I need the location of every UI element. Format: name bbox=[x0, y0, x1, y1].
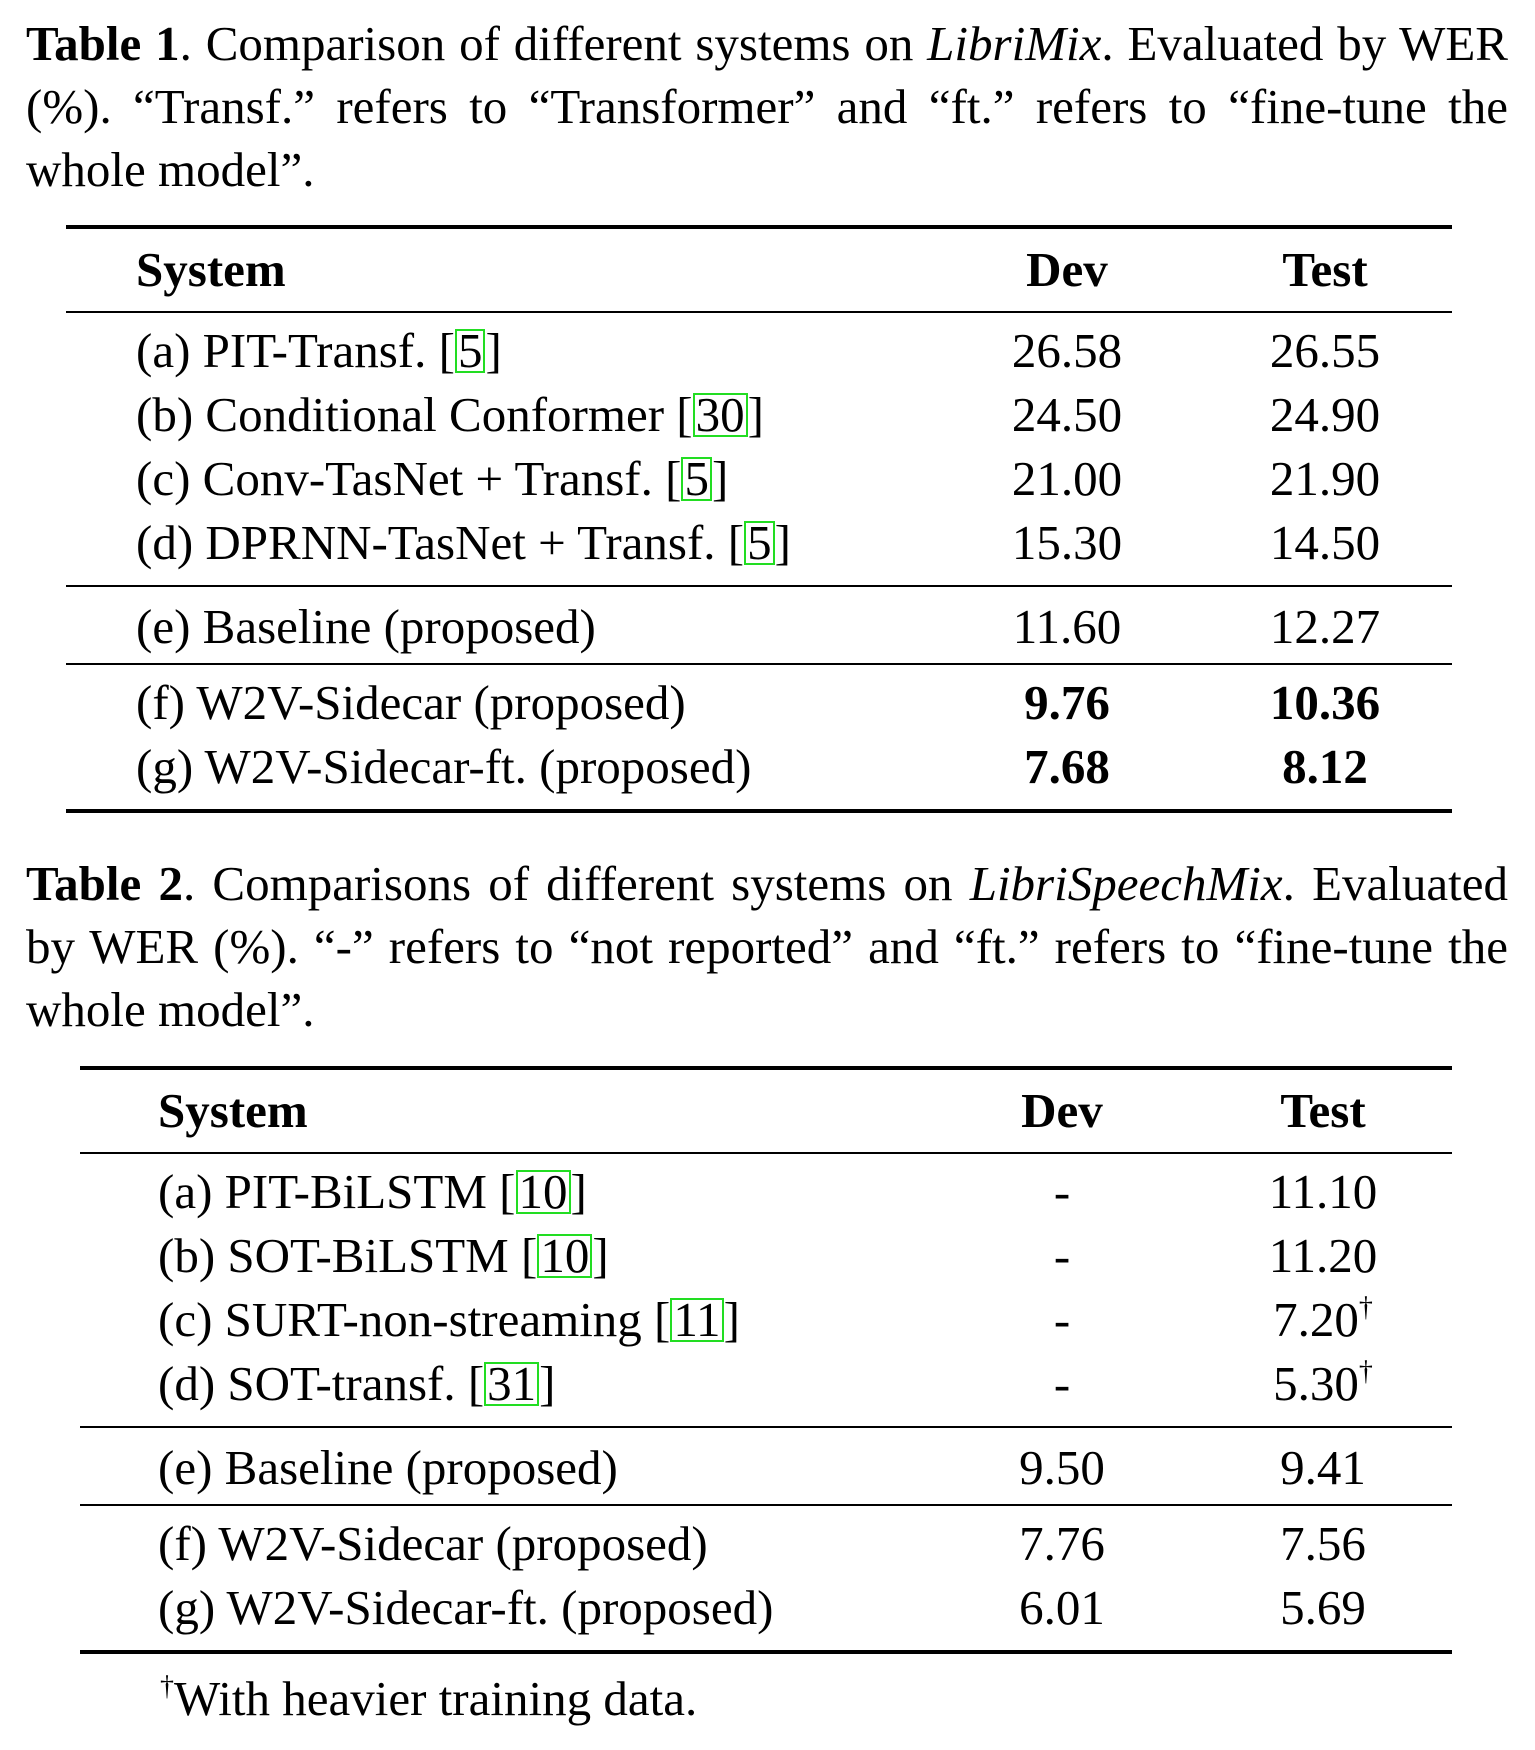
table2-row-e-test: 9.41 bbox=[1194, 1426, 1452, 1505]
table2-row-f-test: 7.56 bbox=[1194, 1504, 1452, 1576]
table1-row-g-test: 8.12 bbox=[1198, 735, 1452, 813]
table2-caption-dataset: LibriSpeechMix bbox=[969, 856, 1283, 911]
table-row: (c) Conv-TasNet + Transf. [5] 21.00 21.9… bbox=[66, 447, 1452, 511]
table1-row-e-test: 12.27 bbox=[1198, 585, 1452, 664]
dagger-mark: † bbox=[1358, 1292, 1373, 1323]
bracket: ] bbox=[570, 1164, 587, 1219]
bracket: ] bbox=[485, 323, 502, 378]
bracket: ] bbox=[592, 1228, 609, 1283]
table1-header-system: System bbox=[66, 225, 936, 313]
table2-row-a-dev: - bbox=[1053, 1164, 1071, 1219]
table1-caption-label: Table 1 bbox=[26, 16, 180, 71]
table2-row-g-dev: 6.01 bbox=[930, 1576, 1194, 1654]
table2-row-g-system: (g) W2V-Sidecar-ft. (proposed) bbox=[80, 1576, 930, 1654]
table2-row-b-test: 11.20 bbox=[1268, 1228, 1378, 1283]
table1-row-c-dev: 21.00 bbox=[1011, 451, 1123, 506]
table1-row-d-system: (d) DPRNN-TasNet + Transf. [ bbox=[136, 515, 745, 570]
table-row: (b) SOT-BiLSTM [10] - 11.20 bbox=[80, 1224, 1452, 1288]
citation-link[interactable]: 5 bbox=[744, 518, 775, 567]
table2-row-b-system: (b) SOT-BiLSTM [ bbox=[158, 1228, 538, 1283]
table-row: (d) DPRNN-TasNet + Transf. [5] 15.30 14.… bbox=[66, 511, 1452, 586]
bracket: ] bbox=[747, 387, 764, 442]
table2-row-d-system: (d) SOT-transf. [ bbox=[158, 1356, 485, 1411]
table1-row-g-system: (g) W2V-Sidecar-ft. (proposed) bbox=[66, 735, 936, 813]
table1-header-dev: Dev bbox=[936, 225, 1198, 313]
bracket: ] bbox=[723, 1292, 740, 1347]
table2: System Dev Test (a) PIT-BiLSTM [10] - 11… bbox=[80, 1066, 1452, 1654]
table2-row-g-test: 5.69 bbox=[1194, 1576, 1452, 1654]
table1-row-a-test: 26.55 bbox=[1269, 323, 1381, 378]
table2-caption-post: . Evaluated by WER (%). “-” refers to “n… bbox=[26, 856, 1508, 1037]
table-row: (b) Conditional Conformer [30] 24.50 24.… bbox=[66, 383, 1452, 447]
table2-row-f-system: (f) W2V-Sidecar (proposed) bbox=[80, 1504, 930, 1576]
citation-link[interactable]: 5 bbox=[681, 454, 712, 503]
table-row: (a) PIT-BiLSTM [10] - 11.10 bbox=[80, 1153, 1452, 1224]
citation-link[interactable]: 31 bbox=[484, 1359, 540, 1408]
table2-row-c-test: 7.20† bbox=[1194, 1288, 1452, 1352]
table2-row-c-system: (c) SURT-non-streaming [ bbox=[158, 1292, 671, 1347]
bracket: ] bbox=[539, 1356, 556, 1411]
table1-caption-pre: . Comparison of different systems on bbox=[179, 16, 928, 71]
table2-row-d-dev: - bbox=[1053, 1356, 1071, 1411]
table2-row-e-system: (e) Baseline (proposed) bbox=[80, 1426, 930, 1505]
table2-header-row: System Dev Test bbox=[80, 1066, 1452, 1154]
value: 7.20 bbox=[1273, 1292, 1359, 1347]
table1-row-f-system: (f) W2V-Sidecar (proposed) bbox=[66, 663, 936, 735]
table2-row-a-system: (a) PIT-BiLSTM [ bbox=[158, 1164, 516, 1219]
table-row: (f) W2V-Sidecar (proposed) 7.76 7.56 bbox=[80, 1504, 1452, 1576]
table1-caption-dataset: LibriMix bbox=[927, 16, 1102, 71]
table1-row-a-dev: 26.58 bbox=[1011, 323, 1123, 378]
table2-header-test: Test bbox=[1194, 1066, 1452, 1154]
table-row: (c) SURT-non-streaming [11] - 7.20† bbox=[80, 1288, 1452, 1352]
table-row: (e) Baseline (proposed) 11.60 12.27 bbox=[66, 585, 1452, 664]
table1-row-f-test: 10.36 bbox=[1198, 663, 1452, 735]
table2-row-d-test: 5.30† bbox=[1194, 1352, 1452, 1427]
citation-link[interactable]: 30 bbox=[692, 390, 748, 439]
table1-row-f-dev: 9.76 bbox=[936, 663, 1198, 735]
table1-caption-post: . Evaluated by WER (%). “Transf.” refers… bbox=[26, 16, 1508, 197]
table1-row-b-dev: 24.50 bbox=[1011, 387, 1123, 442]
table2-caption-pre: . Comparisons of different systems on bbox=[182, 856, 970, 911]
footnote-text: With heavier training data. bbox=[174, 1671, 698, 1726]
table2-caption: Table 2. Comparisons of different system… bbox=[26, 852, 1508, 1041]
table2-row-e-dev: 9.50 bbox=[930, 1426, 1194, 1505]
table1-row-d-test: 14.50 bbox=[1269, 515, 1381, 570]
table-row: (g) W2V-Sidecar-ft. (proposed) 6.01 5.69 bbox=[80, 1576, 1452, 1654]
table2-header-dev: Dev bbox=[930, 1066, 1194, 1154]
citation-link[interactable]: 10 bbox=[515, 1167, 571, 1216]
table-row: (d) SOT-transf. [31] - 5.30† bbox=[80, 1352, 1452, 1427]
table1-row-c-test: 21.90 bbox=[1269, 451, 1381, 506]
table2-row-a-test: 11.10 bbox=[1268, 1164, 1378, 1219]
footnote-dagger: † bbox=[160, 1671, 174, 1702]
table1-row-a-system: (a) PIT-Transf. [ bbox=[136, 323, 455, 378]
dagger-mark: † bbox=[1358, 1356, 1373, 1387]
table2-row-c-dev: - bbox=[1053, 1292, 1071, 1347]
bracket: ] bbox=[711, 451, 729, 506]
table1-caption: Table 1. Comparison of different systems… bbox=[26, 12, 1508, 201]
table2-header-system: System bbox=[80, 1066, 930, 1154]
table1-header-row: System Dev Test bbox=[66, 225, 1452, 313]
citation-link[interactable]: 5 bbox=[454, 326, 486, 375]
table2-row-b-dev: - bbox=[1053, 1228, 1071, 1283]
table1-row-b-system: (b) Conditional Conformer [ bbox=[136, 387, 693, 442]
citation-link[interactable]: 10 bbox=[537, 1231, 593, 1280]
table2-caption-label: Table 2 bbox=[26, 856, 183, 911]
value: 5.30 bbox=[1273, 1356, 1359, 1411]
table2-row-f-dev: 7.76 bbox=[930, 1504, 1194, 1576]
table1-row-e-system: (e) Baseline (proposed) bbox=[66, 585, 936, 664]
table1-row-d-dev: 15.30 bbox=[1011, 515, 1123, 570]
table1-row-b-test: 24.90 bbox=[1269, 387, 1381, 442]
table-row: (e) Baseline (proposed) 9.50 9.41 bbox=[80, 1426, 1452, 1505]
table1-row-c-system: (c) Conv-TasNet + Transf. [ bbox=[136, 451, 682, 506]
table2-footnote: †With heavier training data. bbox=[160, 1670, 697, 1727]
bracket: ] bbox=[774, 515, 791, 570]
table1: System Dev Test (a) PIT-Transf. [5] 26.5… bbox=[66, 225, 1452, 813]
table1-row-e-dev: 11.60 bbox=[936, 585, 1198, 664]
table-row: (g) W2V-Sidecar-ft. (proposed) 7.68 8.12 bbox=[66, 735, 1452, 813]
table-row: (a) PIT-Transf. [5] 26.58 26.55 bbox=[66, 312, 1452, 383]
table1-header-test: Test bbox=[1198, 225, 1452, 313]
table-row: (f) W2V-Sidecar (proposed) 9.76 10.36 bbox=[66, 663, 1452, 735]
citation-link[interactable]: 11 bbox=[670, 1295, 724, 1344]
table1-row-g-dev: 7.68 bbox=[936, 735, 1198, 813]
